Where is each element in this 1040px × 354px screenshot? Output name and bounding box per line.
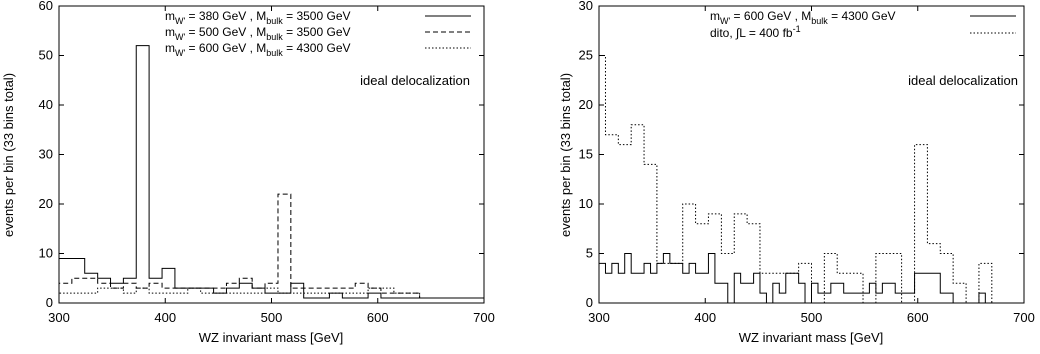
y-axis-ticks: 0 10 20 30 40 50 60 [39,0,484,310]
y-tick-label: 0 [46,295,53,310]
legend-entry-2-m-val: = 500 GeV [185,25,246,39]
legend-entry-3-m-sub: W' [175,48,185,58]
legend-entry-1-M-sub: bulk [266,16,283,26]
legend-entry-2-label: mW' = 500 GeV , Mbulk = 3500 GeV [165,25,351,42]
legend-entry-2-text: dito, ∫L = 400 fb [710,26,793,40]
x-tick-label: 700 [1013,310,1035,325]
histogram-series [58,45,485,303]
y-tick-label: 10 [39,246,53,261]
y-tick-label: 5 [586,246,593,261]
legend-entry-1-M-val: = 3500 GeV [283,9,351,23]
y-axis-label: events per bin (33 bins total) [558,73,573,237]
x-tick-label: 600 [907,310,929,325]
right-histogram-panel: 0 5 10 15 20 25 30 300 400 500 600 700 WZ invarian… [558,0,1035,345]
y-tick-label: 40 [39,97,53,112]
x-tick-label: 600 [367,310,389,325]
x-axis-label: WZ invariant mass [GeV] [199,330,343,345]
histogram-series-3 [58,287,485,303]
x-axis-ticks: 300 400 500 600 700 [588,6,1035,325]
histogram-series-1 [598,253,999,304]
y-axis-ticks: 0 5 10 15 20 25 30 [579,0,1024,310]
x-tick-label: 300 [48,310,70,325]
legend-entry-1-M-val: = 4300 GeV [828,9,896,23]
y-tick-label: 10 [579,196,593,211]
annotation-text: ideal delocalization [908,73,1018,88]
plot-frame [598,5,1025,304]
legend-entry-1-label: mW' = 380 GeV , Mbulk = 3500 GeV [165,9,351,26]
x-axis-label: WZ invariant mass [GeV] [739,330,883,345]
legend-entry-1-m-val: = 600 GeV [730,9,791,23]
legend-entry-2-M-sub: bulk [266,32,283,42]
y-tick-label: 50 [39,48,53,63]
y-tick-label: 30 [579,0,593,13]
x-tick-label: 500 [801,310,823,325]
x-tick-label: 300 [588,310,610,325]
legend-entry-1-label: mW' = 600 GeV , Mbulk = 4300 GeV [710,9,896,26]
y-axis-label: events per bin (33 bins total) [1,73,16,237]
legend-entry-1-m-sub: W' [720,16,730,26]
x-tick-label: 400 [154,310,176,325]
y-tick-label: 20 [579,97,593,112]
y-tick-label: 20 [39,196,53,211]
histogram-series-2 [598,55,999,304]
legend-entry-1-M-sub: bulk [811,16,828,26]
x-tick-label: 700 [473,310,495,325]
legend-entry-2-label: dito, ∫L = 400 fb-1 [710,24,801,40]
legend-entry-1-m-sub: W' [175,16,185,26]
legend: mW' = 600 GeV , Mbulk = 4300 GeV dito, ∫… [710,9,1016,40]
x-tick-label: 500 [261,310,283,325]
y-tick-label: 0 [586,295,593,310]
legend-entry-3-label: mW' = 600 GeV , Mbulk = 4300 GeV [165,41,351,58]
x-axis-ticks: 300 400 500 600 700 [48,6,495,325]
legend-entry-3-M-val: = 4300 GeV [283,41,351,55]
legend-entry-2-M-val: = 3500 GeV [283,25,351,39]
legend: mW' = 380 GeV , Mbulk = 3500 GeV mW' = 5… [165,9,471,58]
legend-entry-2-m-sub: W' [175,32,185,42]
left-histogram-panel: 0 10 20 30 40 50 60 300 400 500 600 700 WZ invaria… [1,0,495,345]
legend-entry-3-m-val: = 600 GeV [185,41,246,55]
legend-entry-1-m-val: = 380 GeV [185,9,246,23]
y-tick-label: 25 [579,48,593,63]
legend-entry-3-M-sub: bulk [266,48,283,58]
histogram-series-2 [58,193,485,303]
y-tick-label: 15 [579,147,593,162]
legend-entry-2-sup: -1 [793,24,801,34]
y-tick-label: 60 [39,0,53,13]
histogram-series-1 [58,45,485,303]
annotation-text: ideal delocalization [360,73,470,88]
histogram-series [598,55,999,304]
x-tick-label: 400 [694,310,716,325]
y-tick-label: 30 [39,147,53,162]
